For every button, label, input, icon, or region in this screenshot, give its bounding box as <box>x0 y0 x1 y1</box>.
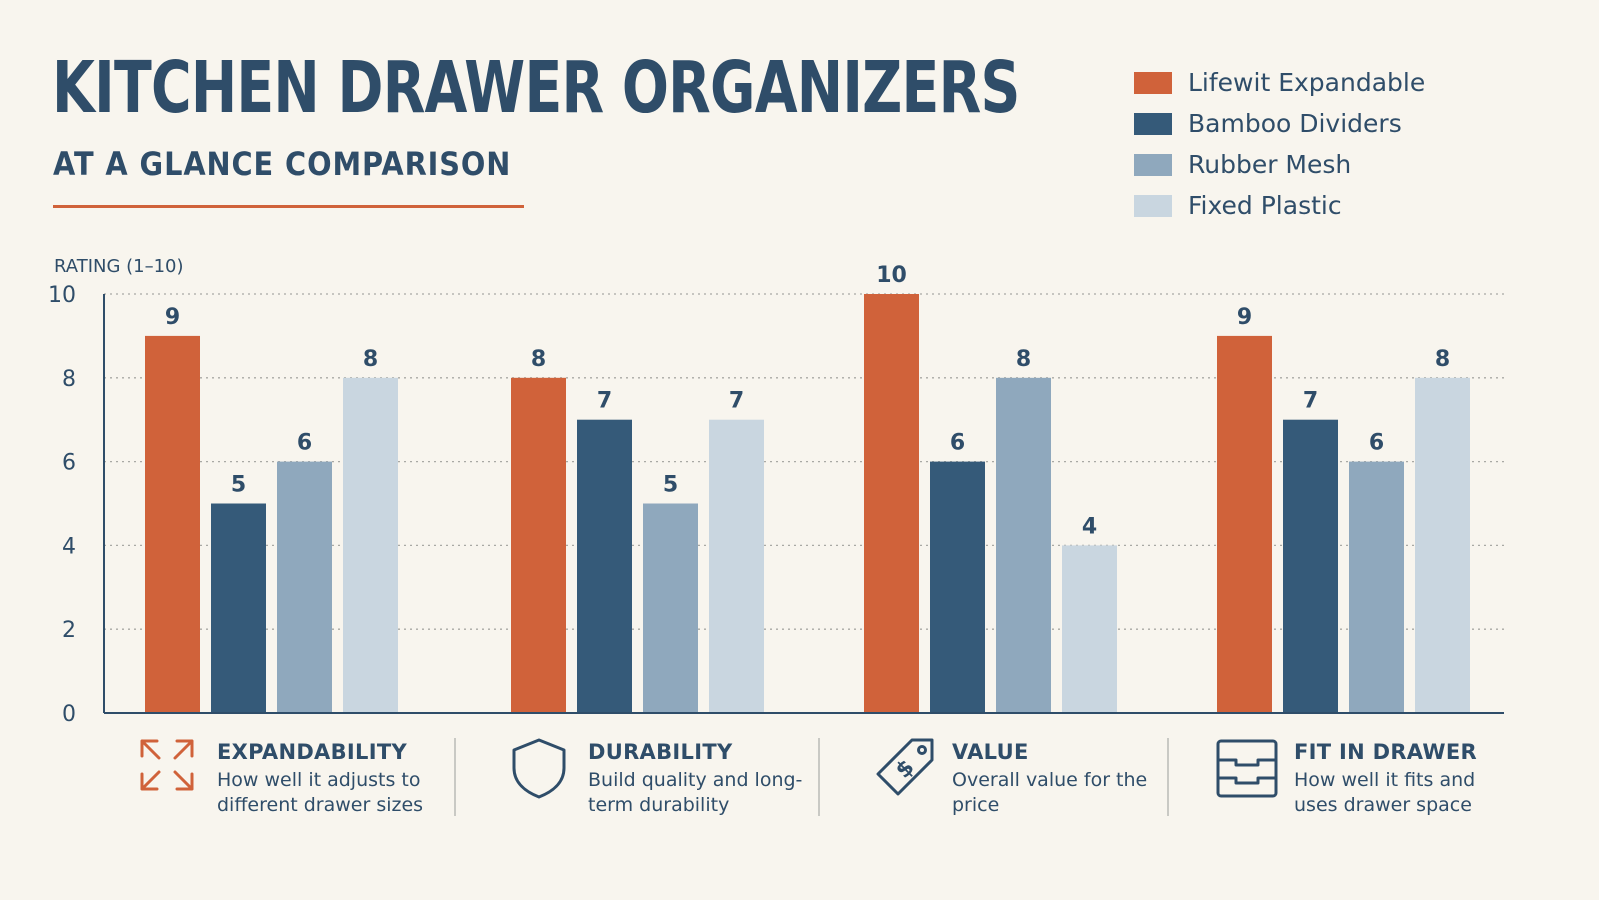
value-label: 7 <box>729 389 744 414</box>
category-durability: DURABILITY Build quality and long-term d… <box>510 738 818 818</box>
category-divider <box>1167 738 1169 816</box>
expand-arrows-icon <box>140 739 194 791</box>
value-label: 8 <box>1016 347 1031 372</box>
svg-text:$: $ <box>891 755 920 784</box>
bar <box>864 294 919 713</box>
y-tick-label: 6 <box>62 451 76 476</box>
bar <box>145 335 200 713</box>
legend-label: Bamboo Dividers <box>1188 109 1402 138</box>
legend-item: Lifewit Expandable <box>1134 62 1425 103</box>
legend-label: Rubber Mesh <box>1188 150 1352 179</box>
y-tick-label: 10 <box>48 283 76 308</box>
bar <box>1283 419 1338 713</box>
category-name: DURABILITY <box>588 740 733 764</box>
category-fit-in-drawer: FIT IN DRAWER How well it fits and uses … <box>1216 738 1524 818</box>
bar <box>996 377 1051 713</box>
legend-item: Bamboo Dividers <box>1134 103 1425 144</box>
legend-swatch <box>1134 153 1172 176</box>
value-label: 6 <box>950 431 965 456</box>
bar <box>277 461 332 713</box>
value-label: 10 <box>876 263 907 288</box>
y-tick-label: 8 <box>62 367 76 392</box>
legend-label: Fixed Plastic <box>1188 191 1342 220</box>
value-label: 5 <box>231 473 246 498</box>
y-tick-label: 4 <box>62 534 76 559</box>
bar <box>1415 377 1470 713</box>
legend: Lifewit Expandable Bamboo Dividers Rubbe… <box>1134 62 1425 226</box>
category-description: Overall value for the price <box>952 769 1148 816</box>
value-label: 8 <box>531 347 546 372</box>
y-tick-label: 0 <box>62 702 76 727</box>
y-tick-label: 2 <box>62 618 76 643</box>
value-label: 5 <box>663 473 678 498</box>
legend-swatch <box>1134 112 1172 135</box>
bar <box>930 461 985 713</box>
bar <box>643 503 698 713</box>
category-expandability: EXPANDABILITY How well it adjusts to dif… <box>139 738 447 818</box>
value-labels: 9 5 6 8 8 7 5 7 10 6 8 4 9 7 6 8 <box>165 263 1450 539</box>
value-label: 8 <box>1435 347 1450 372</box>
chart-title: KITCHEN DRAWER ORGANIZERS <box>52 46 1020 129</box>
value-label: 6 <box>297 431 312 456</box>
category-name: VALUE <box>952 740 1029 764</box>
category-divider <box>818 738 820 816</box>
category-name: EXPANDABILITY <box>217 740 407 764</box>
price-tag-icon: $ <box>876 738 934 796</box>
bar <box>1349 461 1404 713</box>
value-label: 9 <box>1237 305 1252 330</box>
legend-swatch <box>1134 71 1172 94</box>
legend-swatch <box>1134 194 1172 217</box>
value-label: 8 <box>363 347 378 372</box>
category-description: Build quality and long-term durability <box>588 769 803 816</box>
category-divider <box>454 738 456 816</box>
y-tick-labels: 0 2 4 6 8 10 <box>48 283 76 727</box>
bars <box>145 294 1470 713</box>
bar <box>511 377 566 713</box>
bar <box>1217 335 1272 713</box>
category-name: FIT IN DRAWER <box>1294 740 1477 764</box>
drawer-icon <box>1216 739 1278 798</box>
bar <box>709 419 764 713</box>
shield-icon <box>512 738 566 799</box>
value-label: 7 <box>1303 389 1318 414</box>
legend-item: Rubber Mesh <box>1134 144 1425 185</box>
bar <box>577 419 632 713</box>
legend-item: Fixed Plastic <box>1134 185 1425 226</box>
value-label: 7 <box>597 389 612 414</box>
bar <box>211 503 266 713</box>
category-description: How well it fits and uses drawer space <box>1294 769 1476 816</box>
category-value: $ VALUE Overall value for the price <box>874 738 1182 818</box>
value-label: 4 <box>1082 514 1097 539</box>
legend-label: Lifewit Expandable <box>1188 68 1426 97</box>
title-underline <box>53 205 524 208</box>
bar <box>1062 545 1117 713</box>
category-description: How well it adjusts to different drawer … <box>217 769 424 816</box>
bar <box>343 377 398 713</box>
chart-subtitle: AT A GLANCE COMPARISON <box>53 145 512 183</box>
y-axis-title: RATING (1–10) <box>54 256 184 277</box>
value-label: 9 <box>165 305 180 330</box>
value-label: 6 <box>1369 431 1384 456</box>
